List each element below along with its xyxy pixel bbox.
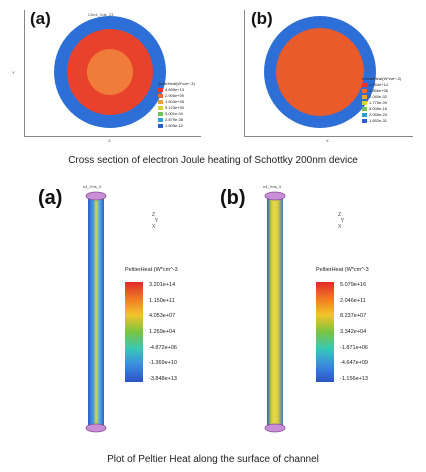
top-figure-a: Chn4_Vds_23 Y X JouleHeat(W*cm^-3) 4.895e… (8, 6, 218, 146)
bottom-b-colorbar-gradient (316, 282, 334, 382)
top-figure-b: X eJouleHeat(W*cm^-3) 1.654e+14 1.856e+06 2… (222, 6, 422, 146)
top-a-legend-value: 4.895e+13 (165, 87, 185, 92)
top-a-legend-value: 2.879e-08 (165, 117, 184, 122)
top-b-cross-section (264, 16, 376, 128)
bottom-a-top-contact (85, 191, 107, 201)
bottom-b-colorbar-label: -1.156e+13 (340, 376, 368, 382)
top-b-legend-value: 1.652e-31 (369, 118, 388, 123)
top-b-legend-swatch (362, 101, 367, 105)
bottom-b-channel-body (267, 196, 283, 428)
top-a-legend-value: 1.605e-12 (165, 123, 184, 128)
bottom-a-colorbar-label: -4.872e+06 (149, 344, 177, 351)
bottom-a-colorbar-gradient (125, 282, 143, 382)
bottom-a-axes-triad: Z Y X (152, 212, 159, 230)
bottom-b-top-label: n4_Vds_3 (263, 184, 282, 189)
bottom-b-colorbar-label: 5.079e+16 (340, 282, 367, 288)
top-b-legend-swatch (362, 107, 367, 111)
top-a-legend-value: 5.001e-04 (165, 111, 184, 116)
bottom-a-colorbar-label: 1.269e+04 (149, 329, 176, 335)
bottom-a-channel (85, 191, 107, 433)
top-a-legend-swatch (158, 106, 163, 110)
bottom-b-colorbar-label: -1.871e+06 (340, 344, 368, 351)
top-a-legend: JouleHeat(W*cm^-3) 4.895e+13 2.906e+09 1.60… (158, 81, 214, 131)
top-b-legend-swatch (362, 83, 367, 87)
bottom-a-top-label: n4_Vds_3 (83, 184, 102, 189)
top-caption: Cross section of electron Joule heating … (68, 155, 358, 166)
bottom-a-colorbar-title: PeltierHeat (W*cm^-3 (125, 267, 178, 273)
top-b-legend: eJouleHeat(W*cm^-3) 1.654e+14 1.856e+06 2.0… (362, 76, 418, 126)
bottom-a-colorbar-label: 4.053e+07 (149, 313, 176, 320)
top-b-legend-swatch (362, 113, 367, 117)
bottom-a-colorbar-label: 1.150e+11 (149, 297, 175, 304)
top-a-legend-swatch (158, 100, 163, 104)
bottom-a-colorbar-label: 3.201e+14 (149, 282, 176, 288)
bottom-b-axes-triad: Z Y X (338, 212, 345, 230)
top-b-legend-value: 1.856e+06 (369, 88, 389, 93)
bottom-a-colorbar-label: -3.848e+13 (149, 376, 177, 382)
top-a-plot-title: Chn4_Vds_23 (88, 12, 114, 17)
top-a-legend-value: 9.123e+00 (165, 105, 185, 110)
top-b-inner-core (276, 28, 364, 116)
top-b-legend-swatch (362, 119, 367, 123)
bottom-b-bottom-contact (264, 423, 286, 433)
top-a-x-label: X (108, 138, 111, 143)
bottom-a-colorbar: 3.201e+14 1.150e+11 4.053e+07 1.269e+04 -4.8… (125, 282, 211, 387)
bottom-b-colorbar-label: 3.342e+04 (340, 329, 367, 335)
bottom-caption: Plot of Peltier Heat along the surface o… (107, 454, 319, 465)
top-a-legend-swatch (158, 124, 163, 128)
top-b-x-label: X (326, 138, 329, 143)
bottom-b-colorbar-label: 8.237e+07 (340, 313, 367, 320)
top-a-legend-swatch (158, 94, 163, 98)
top-b-legend-title: eJouleHeat(W*cm^-3) (362, 76, 401, 81)
bottom-b-colorbar-label: 2.046e+11 (340, 297, 366, 304)
bottom-b-colorbar-label: -4.647e+09 (340, 360, 368, 367)
bottom-a-letter: (a) (38, 187, 63, 209)
top-b-legend-swatch (362, 95, 367, 99)
top-a-center (87, 49, 133, 95)
top-a-cross-section (54, 16, 166, 128)
top-a-axes (24, 10, 201, 137)
top-b-legend-value: 5.006e-16 (369, 106, 388, 111)
top-a-legend-swatch (158, 88, 163, 92)
bottom-a-bottom-contact (85, 423, 107, 433)
top-a-legend-swatch (158, 112, 163, 116)
top-b-legend-swatch (362, 89, 367, 93)
top-a-legend-value: 1.603e+05 (165, 99, 185, 104)
top-b-legend-value: 2.040e-02 (369, 94, 388, 99)
top-a-letter: (a) (30, 9, 51, 28)
top-b-letter: (b) (251, 9, 273, 28)
bottom-a-channel-body (88, 196, 104, 428)
top-b-axes (244, 10, 413, 137)
top-b-legend-value: 1.775e-09 (369, 100, 388, 105)
bottom-b-letter: (b) (220, 187, 246, 209)
bottom-b-channel (264, 191, 286, 433)
bottom-b-top-contact (264, 191, 286, 201)
top-a-y-label: Y (12, 70, 15, 75)
bottom-a-colorbar-label: -1.369e+10 (149, 360, 177, 367)
bottom-b-colorbar: 5.079e+16 2.046e+11 8.237e+07 3.342e+04 -1.8… (316, 282, 402, 387)
top-a-legend-value: 2.906e+09 (165, 93, 185, 98)
top-b-legend-value: 2.055e-24 (369, 112, 388, 117)
top-a-legend-title: JouleHeat(W*cm^-3) (158, 81, 195, 86)
bottom-b-colorbar-title: PeltierHeat (W*cm^-3 (316, 267, 369, 273)
top-a-legend-swatch (158, 118, 163, 122)
top-b-legend-value: 1.654e+14 (369, 82, 389, 87)
